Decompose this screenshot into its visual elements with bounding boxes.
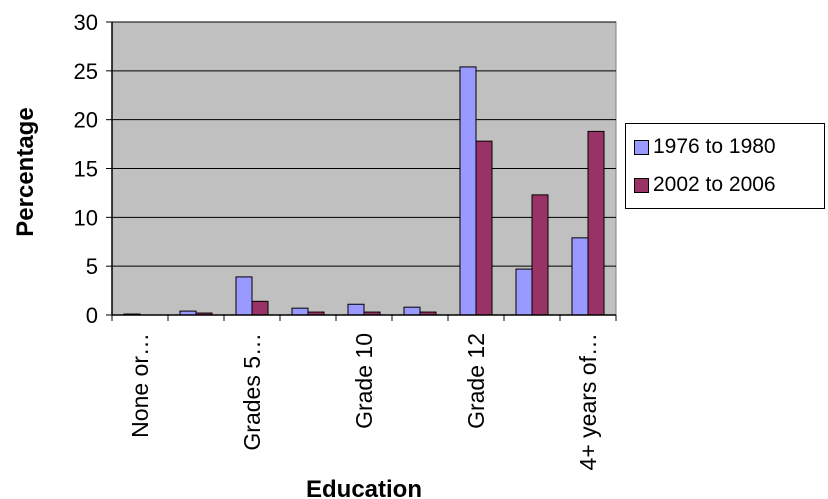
bar-series-1	[291, 307, 309, 316]
legend: 1976 to 1980 2002 to 2006	[625, 123, 825, 209]
y-tick-label: 15	[74, 157, 98, 182]
x-axis-title: Education	[306, 476, 422, 499]
y-tick-label: 10	[74, 205, 98, 230]
bar-series-2	[251, 300, 269, 316]
y-tick-label: 20	[74, 108, 98, 133]
y-tick-label: 25	[74, 59, 98, 84]
y-tick-label: 0	[86, 303, 98, 328]
y-tick-label: 30	[74, 10, 98, 35]
x-tick-label: Grades 5…	[239, 333, 265, 451]
legend-swatch-series-1	[634, 139, 649, 155]
legend-item-series-2: 2002 to 2006	[634, 170, 776, 200]
legend-item-series-1: 1976 to 1980	[634, 132, 776, 162]
x-tick-labels: None or… Grades 5… Grade 10 Grade 12 4+ year…	[127, 333, 601, 470]
bar-series-2	[587, 130, 605, 316]
legend-label-series-2: 2002 to 2006	[653, 173, 776, 196]
bar-series-1	[459, 66, 477, 316]
bar-series-1	[347, 303, 365, 316]
bar-series-1	[235, 276, 253, 316]
x-tick-label: None or…	[127, 333, 153, 438]
x-tick-label: 4+ years of…	[575, 333, 601, 470]
bar-series-1	[515, 268, 533, 316]
bar-series-1	[403, 306, 421, 316]
y-tick-labels: 0 5 10 15 20 25 30	[74, 10, 98, 328]
bar-series-1	[571, 237, 589, 316]
bar-series-2	[531, 194, 549, 316]
legend-swatch-series-2	[634, 177, 649, 193]
x-tick-label: Grade 12	[463, 333, 489, 429]
bar-series-2	[475, 140, 493, 316]
x-tick-label: Grade 10	[351, 333, 377, 429]
legend-label-series-1: 1976 to 1980	[653, 135, 776, 158]
y-tick-label: 5	[86, 254, 98, 279]
axes	[106, 21, 617, 321]
y-axis-title: Percentage	[12, 107, 39, 236]
